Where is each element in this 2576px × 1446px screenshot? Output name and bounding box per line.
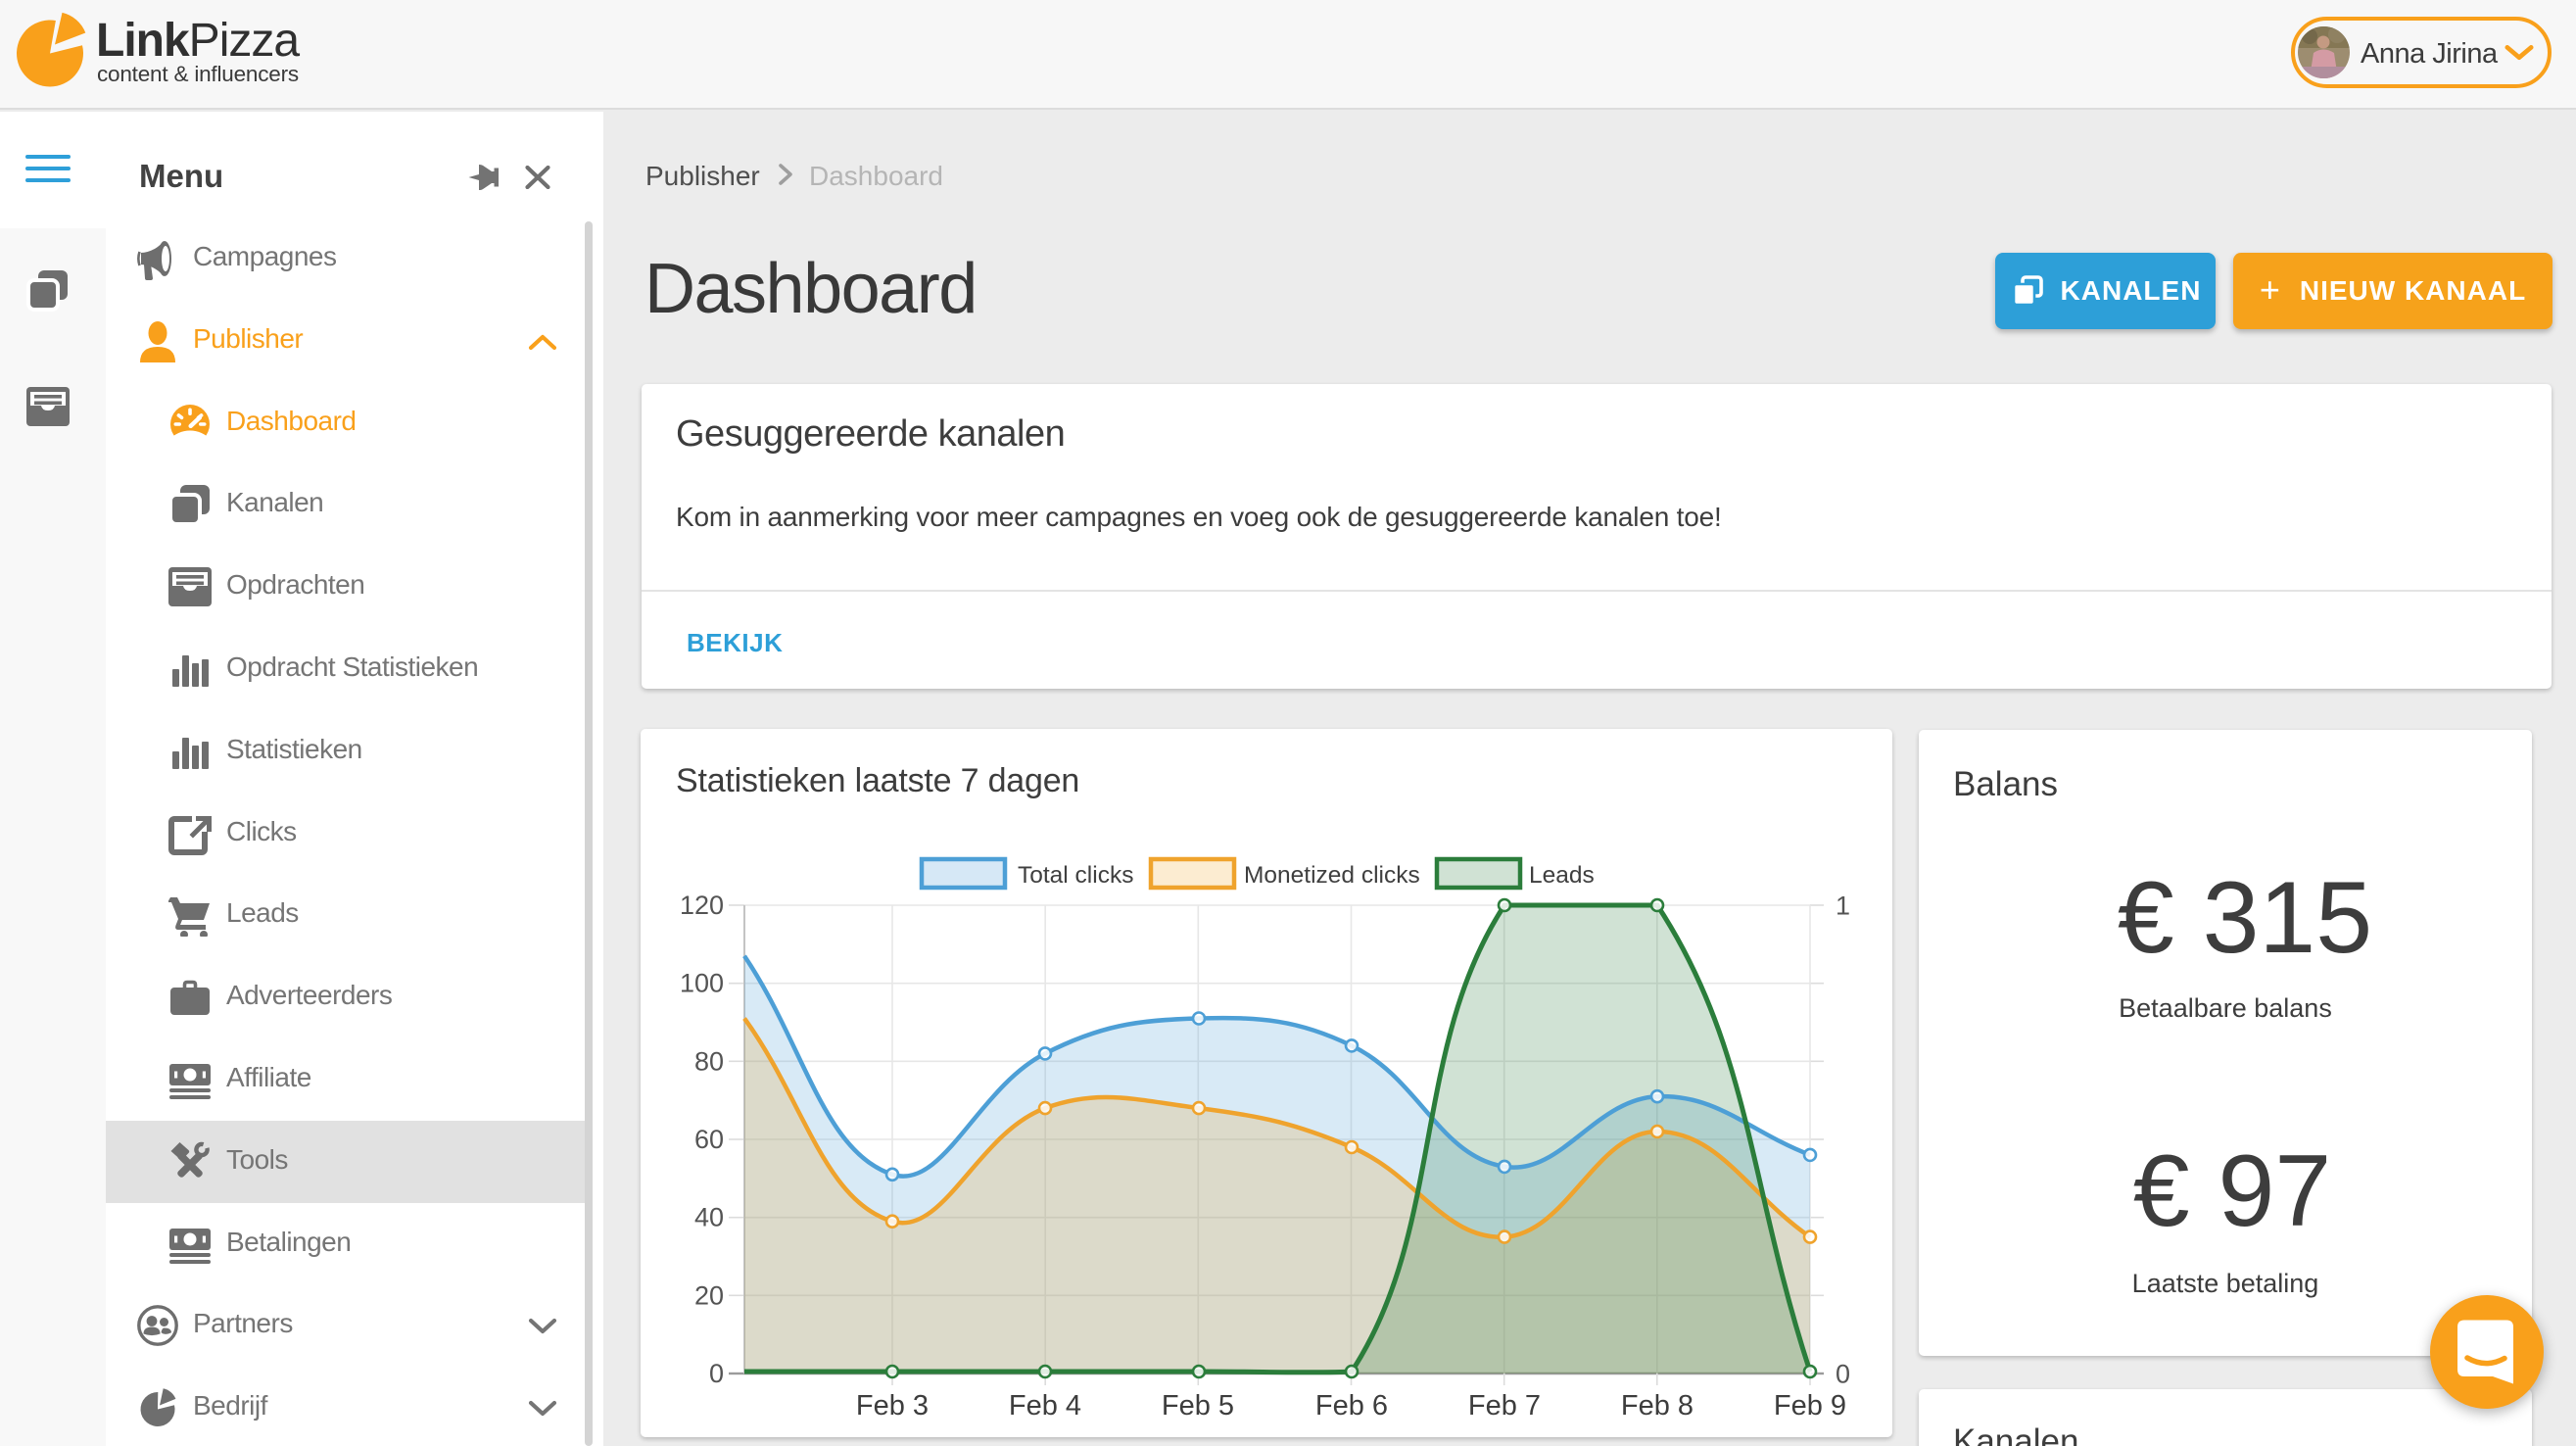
svg-text:Feb 4: Feb 4 xyxy=(1009,1390,1081,1422)
svg-text:80: 80 xyxy=(694,1046,724,1076)
svg-text:Leads: Leads xyxy=(1529,862,1595,889)
svg-text:Total clicks: Total clicks xyxy=(1018,862,1133,889)
svg-text:Monetized clicks: Monetized clicks xyxy=(1244,862,1420,889)
svg-text:120: 120 xyxy=(680,891,724,920)
svg-text:Feb 6: Feb 6 xyxy=(1315,1390,1388,1422)
svg-text:40: 40 xyxy=(694,1203,724,1232)
svg-text:1: 1 xyxy=(1836,892,1850,921)
svg-text:Feb 8: Feb 8 xyxy=(1621,1390,1693,1422)
svg-text:Feb 9: Feb 9 xyxy=(1774,1390,1846,1422)
svg-text:Feb 5: Feb 5 xyxy=(1162,1390,1234,1422)
svg-text:100: 100 xyxy=(680,969,724,998)
svg-text:20: 20 xyxy=(694,1280,724,1310)
svg-text:60: 60 xyxy=(694,1125,724,1154)
svg-text:0: 0 xyxy=(709,1359,724,1388)
svg-text:0: 0 xyxy=(1836,1360,1850,1389)
svg-text:Feb 3: Feb 3 xyxy=(856,1390,929,1422)
svg-text:Feb 7: Feb 7 xyxy=(1468,1390,1541,1422)
